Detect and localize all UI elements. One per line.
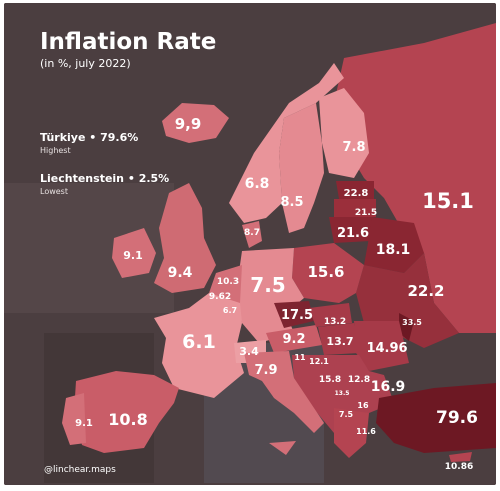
czechia-region <box>274 301 314 328</box>
highest-stat: Türkiye • 79.6% <box>40 131 139 144</box>
credit-text: @linchear.maps <box>44 465 116 475</box>
croatia-label: 12.1 <box>309 357 329 366</box>
italy-label: 7.9 <box>254 363 277 378</box>
iceland-label: 9,9 <box>175 115 202 133</box>
estonia-region <box>336 181 374 199</box>
map-frame: 9,9 6.8 8.5 7.8 15.1 22.8 21.5 21.6 18.1… <box>4 3 496 485</box>
spain-label: 10.8 <box>108 410 147 429</box>
turkey-label: 79.6 <box>436 408 478 428</box>
italy-region <box>244 351 324 433</box>
latvia-region <box>334 199 376 217</box>
belgium-label: 9.62 <box>209 292 231 302</box>
greece-region <box>334 408 369 458</box>
serbia-label: 12.8 <box>348 375 370 385</box>
luxembourg-label: 6.7 <box>223 306 237 315</box>
ireland-region <box>112 228 156 278</box>
latvia-label: 21.5 <box>355 208 377 218</box>
cyprus-label: 10.86 <box>445 462 473 472</box>
france-region <box>154 293 244 398</box>
lithuania-region <box>329 217 372 243</box>
iceland-region <box>162 103 229 143</box>
austria-label: 9.2 <box>282 332 305 347</box>
north-macedonia-label: 16 <box>357 401 369 410</box>
belarus-region <box>364 217 424 273</box>
uk-label: 9.4 <box>168 265 193 281</box>
sweden-label: 8.5 <box>280 195 303 210</box>
france-label: 6.1 <box>182 331 216 353</box>
poland-label: 15.6 <box>307 263 344 281</box>
slovakia-region <box>309 303 352 327</box>
norway-region <box>229 63 344 223</box>
sicily-region <box>269 441 296 455</box>
ireland-label: 9.1 <box>123 249 143 262</box>
lowest-stat: Liechtenstein • 2.5% <box>40 172 170 185</box>
switzerland-label: 3.4 <box>239 345 259 358</box>
lithuania-label: 21.6 <box>337 226 369 241</box>
bosnia-label: 15.8 <box>319 375 341 385</box>
denmark-label: 8.7 <box>244 228 260 238</box>
romania-region <box>354 321 409 371</box>
slovenia-label: 11 <box>294 353 306 362</box>
uk-region <box>154 183 216 293</box>
poland-region <box>292 243 364 303</box>
finland-region <box>319 88 369 178</box>
map-title: Inflation Rate <box>40 29 217 55</box>
hungary-region <box>318 323 359 355</box>
spain-region <box>74 371 179 453</box>
finland-label: 7.8 <box>342 140 365 155</box>
moldova-region <box>399 313 414 341</box>
portugal-label: 9.1 <box>75 418 93 429</box>
estonia-label: 22.8 <box>344 188 369 199</box>
cyprus-region <box>449 452 472 462</box>
czechia-label: 17.5 <box>281 308 313 323</box>
europe-map: 9,9 6.8 8.5 7.8 15.1 22.8 21.5 21.6 18.1… <box>4 3 496 485</box>
turkey-region <box>376 383 496 453</box>
romania-label: 14.96 <box>366 341 407 356</box>
austria-region <box>266 325 322 353</box>
denmark-region <box>242 221 262 248</box>
russia-region <box>334 23 496 333</box>
ukraine-label: 22.2 <box>407 282 444 300</box>
lowest-note: Lowest <box>40 187 68 196</box>
montenegro-label: 13.5 <box>335 390 350 397</box>
netherlands-label: 10.3 <box>217 277 239 287</box>
greece-label: 11.6 <box>356 427 376 436</box>
hungary-label: 13.7 <box>326 335 353 348</box>
albania-label: 7.5 <box>339 410 354 419</box>
germany-label: 7.5 <box>250 273 285 297</box>
russia-label: 15.1 <box>422 189 474 213</box>
slovakia-label: 13.2 <box>324 317 346 327</box>
portugal-region <box>62 393 86 445</box>
balkans-region <box>292 355 394 433</box>
norway-label: 6.8 <box>245 176 270 192</box>
moldova-label: 33.5 <box>402 318 422 327</box>
sweden-region <box>279 103 324 233</box>
bulgaria-label: 16.9 <box>371 379 406 395</box>
map-subtitle: (in %, july 2022) <box>40 57 131 70</box>
belarus-label: 18.1 <box>376 242 411 258</box>
highest-note: Highest <box>40 146 71 155</box>
